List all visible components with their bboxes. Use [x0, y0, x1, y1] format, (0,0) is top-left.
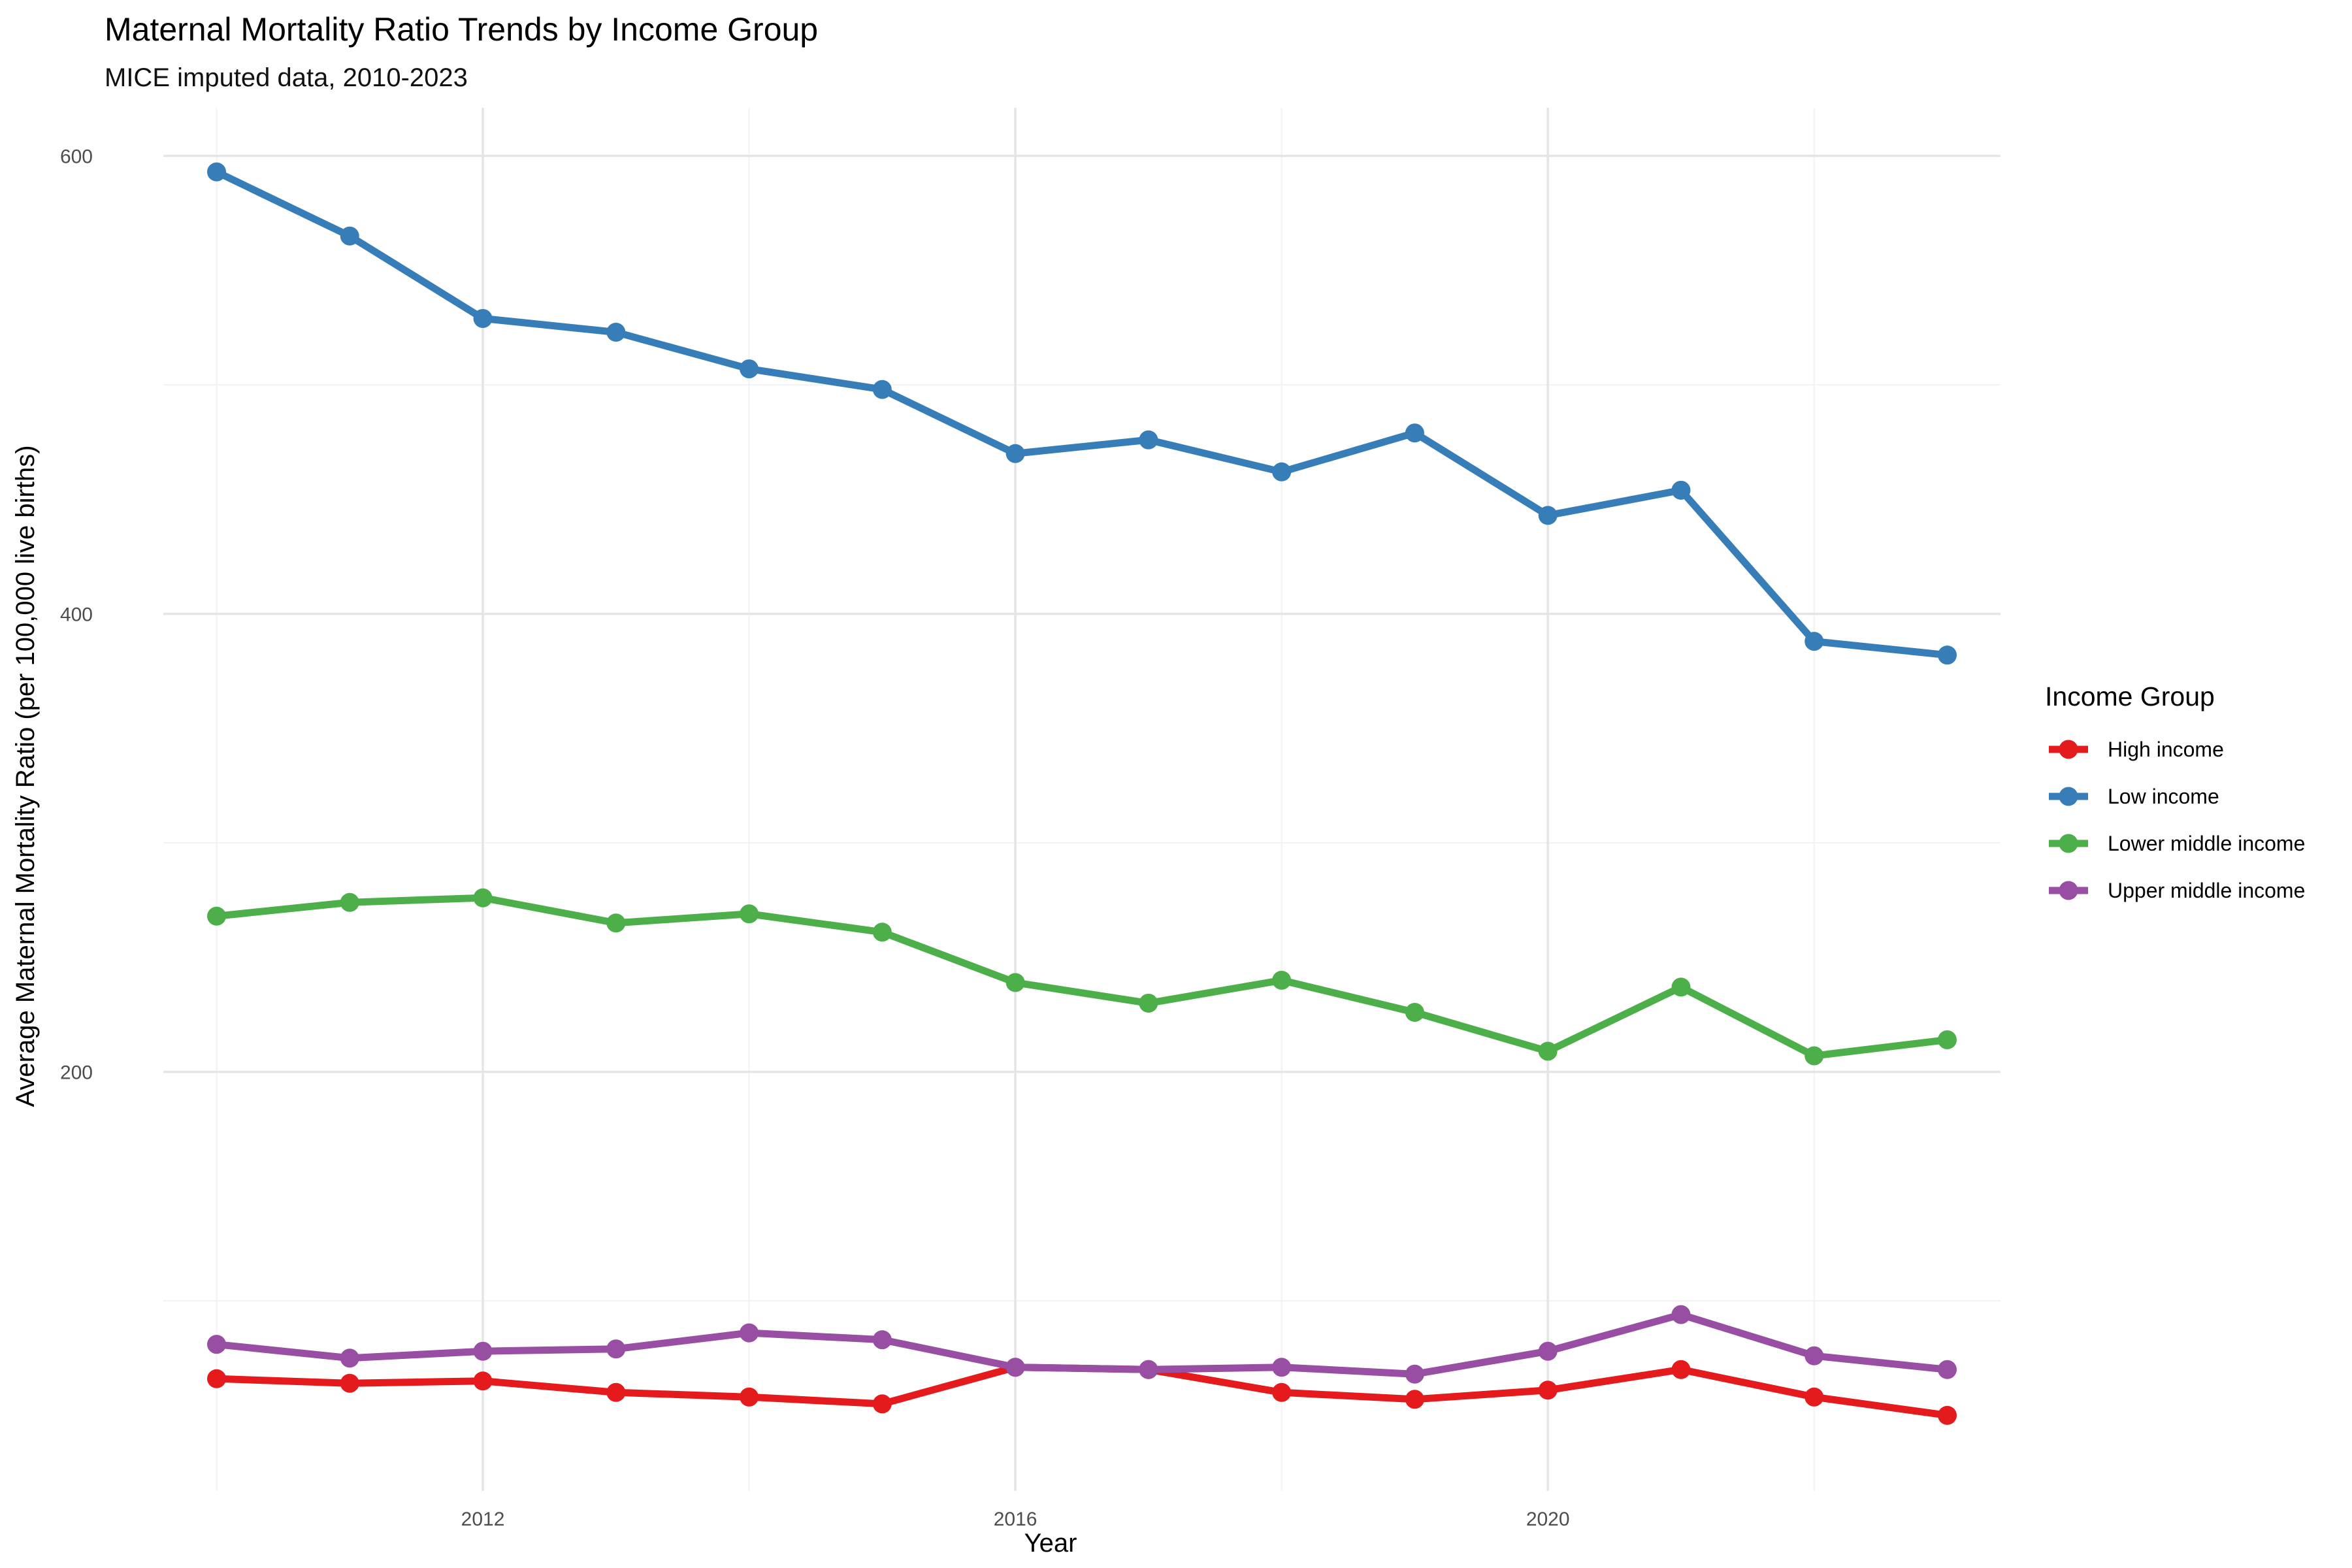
series-line-lower-middle-income — [216, 894, 1948, 1060]
data-point-low-income — [1139, 430, 1158, 449]
legend-key-point — [2059, 787, 2078, 806]
data-point-lower-middle-income — [740, 904, 759, 924]
data-point-high-income — [1538, 1380, 1558, 1400]
data-point-high-income — [340, 1373, 359, 1393]
data-point-upper-middle-income — [1005, 1358, 1025, 1377]
y-tick-label: 200 — [60, 1062, 93, 1084]
data-point-lower-middle-income — [473, 888, 493, 907]
data-point-low-income — [1937, 645, 1957, 665]
legend-key-point — [2059, 834, 2078, 853]
data-point-lower-middle-income — [1671, 977, 1691, 997]
data-point-high-income — [1805, 1387, 1824, 1407]
legend-key-point — [2059, 881, 2078, 900]
legend-item-low-income: Low income — [2049, 785, 2219, 808]
series-line-low-income — [215, 169, 1948, 659]
legend-label: Upper middle income — [2108, 879, 2305, 902]
data-point-high-income — [207, 1369, 227, 1388]
x-tick-label: 2016 — [994, 1509, 1037, 1530]
legend-label: Low income — [2108, 785, 2219, 808]
y-tick-label: 400 — [60, 604, 93, 626]
data-point-low-income — [740, 359, 759, 379]
data-point-upper-middle-income — [1538, 1341, 1558, 1361]
y-axis-ticks: 200 400 600 — [60, 146, 93, 1084]
data-point-upper-middle-income — [872, 1330, 892, 1350]
data-point-upper-middle-income — [207, 1335, 227, 1354]
data-point-upper-middle-income — [1671, 1305, 1691, 1324]
chart-title: Maternal Mortality Ratio Trends by Incom… — [105, 11, 818, 48]
x-tick-label: 2020 — [1526, 1509, 1570, 1530]
legend-label: High income — [2108, 738, 2224, 761]
data-point-lower-middle-income — [1139, 993, 1158, 1013]
data-point-upper-middle-income — [1805, 1346, 1824, 1365]
x-axis-title: Year — [1024, 1529, 1077, 1558]
legend-item-upper-middle-income: Upper middle income — [2049, 879, 2305, 902]
data-point-lower-middle-income — [606, 913, 626, 933]
data-point-high-income — [740, 1387, 759, 1407]
data-point-lower-middle-income — [1805, 1046, 1824, 1066]
data-point-low-income — [1671, 480, 1691, 500]
data-point-upper-middle-income — [1937, 1360, 1957, 1379]
data-point-low-income — [340, 226, 359, 246]
data-point-lower-middle-income — [207, 906, 227, 926]
legend-key-point — [2059, 740, 2078, 759]
data-point-upper-middle-income — [606, 1339, 626, 1359]
grid — [163, 108, 2001, 1491]
series-upper-middle-income — [207, 1305, 1957, 1384]
y-axis-title: Average Maternal Mortality Ratio (per 10… — [11, 445, 40, 1107]
data-point-upper-middle-income — [1139, 1360, 1158, 1379]
data-point-lower-middle-income — [1005, 973, 1025, 992]
x-tick-label: 2012 — [461, 1509, 505, 1530]
data-point-lower-middle-income — [1272, 970, 1292, 990]
data-point-low-income — [1005, 444, 1025, 463]
x-axis-ticks: 2012 2016 2020 — [461, 1509, 1570, 1530]
data-point-low-income — [1272, 462, 1292, 482]
legend-item-lower-middle-income: Lower middle income — [2049, 832, 2305, 855]
data-point-high-income — [1272, 1382, 1292, 1402]
data-point-low-income — [207, 162, 227, 182]
series-line-upper-middle-income — [216, 1311, 1948, 1378]
data-point-lower-middle-income — [340, 892, 359, 912]
data-point-low-income — [1805, 632, 1824, 651]
data-point-lower-middle-income — [1937, 1030, 1957, 1050]
data-point-low-income — [473, 308, 493, 328]
data-point-upper-middle-income — [473, 1341, 493, 1361]
data-point-upper-middle-income — [740, 1323, 759, 1343]
series-lines — [207, 162, 1957, 1425]
data-point-low-income — [606, 322, 626, 342]
data-point-lower-middle-income — [1405, 1002, 1424, 1022]
data-point-upper-middle-income — [1405, 1364, 1424, 1384]
y-tick-label: 600 — [60, 146, 93, 168]
data-point-lower-middle-income — [1538, 1041, 1558, 1061]
series-lower-middle-income — [207, 888, 1957, 1066]
data-point-upper-middle-income — [1272, 1358, 1292, 1377]
data-point-upper-middle-income — [340, 1348, 359, 1368]
data-point-high-income — [473, 1371, 493, 1391]
series-low-income — [207, 162, 1957, 665]
data-point-high-income — [1937, 1405, 1957, 1425]
chart-subtitle: MICE imputed data, 2010-2023 — [105, 63, 468, 92]
data-point-lower-middle-income — [872, 923, 892, 942]
data-point-low-income — [872, 380, 892, 399]
legend: Income Group High income Low income Lower … — [2045, 681, 2305, 902]
legend-item-high-income: High income — [2049, 738, 2224, 761]
data-point-high-income — [872, 1394, 892, 1414]
data-point-high-income — [606, 1382, 626, 1402]
data-point-low-income — [1405, 423, 1424, 443]
legend-title: Income Group — [2045, 681, 2215, 711]
data-point-high-income — [1671, 1360, 1691, 1379]
data-point-low-income — [1538, 506, 1558, 525]
legend-label: Lower middle income — [2108, 832, 2305, 855]
data-point-high-income — [1405, 1390, 1424, 1409]
